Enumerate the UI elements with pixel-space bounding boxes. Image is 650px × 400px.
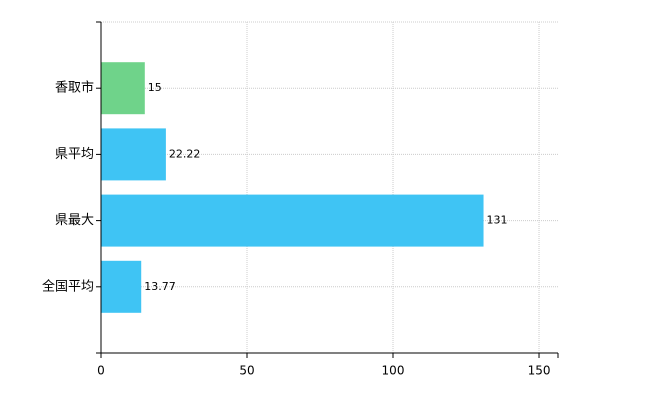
value-label: 131 — [487, 214, 508, 227]
x-tick-label: 0 — [97, 364, 105, 378]
y-tick-label: 香取市 — [55, 80, 94, 96]
y-tick-label: 県平均 — [55, 147, 94, 162]
bar — [101, 260, 142, 313]
x-tick-label: 100 — [382, 364, 405, 378]
value-label: 15 — [148, 81, 162, 94]
value-label: 13.77 — [144, 280, 176, 293]
value-label: 22.22 — [169, 147, 201, 160]
x-tick-label: 50 — [239, 364, 254, 378]
y-tick-label: 全国平均 — [42, 278, 94, 294]
bar — [101, 62, 145, 115]
y-tick-label: 県最大 — [55, 213, 94, 228]
x-tick-label: 150 — [528, 364, 551, 378]
bar — [101, 128, 166, 181]
bar — [101, 194, 484, 247]
